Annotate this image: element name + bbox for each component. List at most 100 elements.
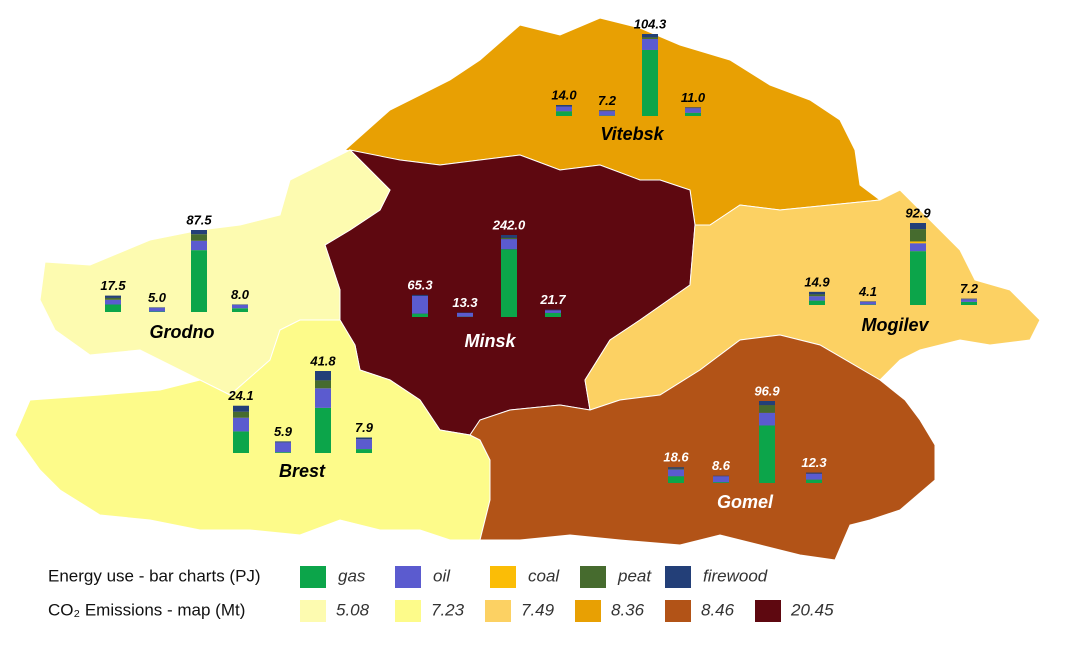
bar-segment xyxy=(356,439,372,450)
legend-swatch xyxy=(755,600,781,622)
legend-swatch xyxy=(665,600,691,622)
legend-swatch xyxy=(300,600,326,622)
bar-segment xyxy=(457,312,473,317)
value-label: 14.0 xyxy=(551,87,577,102)
bar-segment xyxy=(105,295,121,298)
value-label: 96.9 xyxy=(754,383,780,398)
value-label: 12.3 xyxy=(801,455,827,470)
bar-segment xyxy=(961,301,977,305)
value-label: 92.9 xyxy=(905,205,931,220)
bar-segment xyxy=(545,312,561,317)
legend-swatch xyxy=(665,566,691,588)
value-label: 4.1 xyxy=(858,284,877,299)
bar-segment xyxy=(191,250,207,312)
legend-swatch xyxy=(300,566,326,588)
bar-segment xyxy=(233,405,249,412)
value-label: 11.0 xyxy=(681,90,706,105)
bar-segment xyxy=(191,240,207,251)
bar-segment xyxy=(910,223,926,230)
bar-segment xyxy=(759,412,775,426)
legend-label: gas xyxy=(338,566,366,585)
value-label: 242.0 xyxy=(492,217,526,232)
bar-segment xyxy=(501,239,517,250)
bar-segment xyxy=(315,380,331,389)
bar-segment xyxy=(105,297,121,300)
bar-segment xyxy=(961,298,977,300)
bar-segment xyxy=(233,417,249,432)
legend-label: coal xyxy=(528,566,560,585)
legend-swatch xyxy=(395,600,421,622)
bar-segment xyxy=(642,49,658,116)
bar-segment xyxy=(668,476,684,483)
bar-segment xyxy=(860,301,876,302)
bar-segment xyxy=(806,472,822,474)
bar-segment xyxy=(759,405,775,413)
bar-segment xyxy=(556,106,572,112)
bar-segment xyxy=(685,107,701,109)
legend-swatch xyxy=(485,600,511,622)
bar-segment xyxy=(713,475,729,477)
value-label: 7.2 xyxy=(960,281,979,296)
region-name: Vitebsk xyxy=(600,124,664,144)
value-label: 104.3 xyxy=(634,16,667,31)
bar-segment xyxy=(713,482,729,483)
bar-segment xyxy=(806,479,822,483)
value-label: 8.6 xyxy=(712,458,731,473)
value-label: 24.1 xyxy=(227,388,253,403)
value-label: 7.9 xyxy=(355,420,374,435)
regions xyxy=(14,17,1041,561)
bar-segment xyxy=(191,230,207,235)
bar-segment xyxy=(713,476,729,483)
legend-label: 20.45 xyxy=(790,600,834,619)
overlay: 14.0 7.2 104.3 11.0 Vitebsk 65.3 13.3 242.0 21.7… xyxy=(100,16,978,511)
value-label: 17.5 xyxy=(100,278,126,293)
bar-segment xyxy=(501,249,517,317)
bar-segment xyxy=(668,468,684,470)
bar-segment xyxy=(809,300,825,305)
bar-segment xyxy=(809,291,825,295)
bar-segment xyxy=(642,34,658,38)
bar-segment xyxy=(809,294,825,297)
bar-segment xyxy=(556,104,572,107)
value-label: 13.3 xyxy=(452,295,478,310)
legend-swatch xyxy=(575,600,601,622)
bar-segment xyxy=(232,308,248,312)
region-name: Grodno xyxy=(150,322,215,342)
bar-segment xyxy=(315,371,331,381)
bar-segment xyxy=(910,243,926,252)
bar-segment xyxy=(685,108,701,113)
bar-segment xyxy=(412,294,428,296)
value-label: 65.3 xyxy=(407,277,433,292)
value-label: 18.6 xyxy=(663,450,689,465)
legend-label: 5.08 xyxy=(336,600,370,619)
energy-legend-title: Energy use - bar charts (PJ) xyxy=(48,566,261,585)
legend-swatch xyxy=(580,566,606,588)
bar-segment xyxy=(545,309,561,311)
value-label: 8.0 xyxy=(231,287,250,302)
bar-segment xyxy=(501,235,517,238)
bar-segment xyxy=(642,38,658,50)
bar-segment xyxy=(759,425,775,483)
region-name: Brest xyxy=(279,461,326,481)
bar-segment xyxy=(275,442,291,453)
bar-segment xyxy=(233,411,249,418)
legend-label: 7.23 xyxy=(431,600,465,619)
region-name: Mogilev xyxy=(861,315,929,335)
bar-segment xyxy=(860,301,876,305)
bar-segment xyxy=(961,299,977,302)
bar-segment xyxy=(412,313,428,317)
bar-segment xyxy=(356,437,372,440)
region-name: Minsk xyxy=(464,331,516,351)
bar-segment xyxy=(685,112,701,116)
bar-segment xyxy=(910,251,926,305)
bar-segment xyxy=(910,241,926,244)
bar-segment xyxy=(105,299,121,305)
bar-segment xyxy=(809,296,825,301)
value-label: 7.2 xyxy=(598,93,617,108)
legend-label: peat xyxy=(617,566,652,585)
bar-segment xyxy=(315,388,331,408)
bar-segment xyxy=(233,431,249,453)
value-label: 5.9 xyxy=(274,424,293,439)
legend-label: 8.36 xyxy=(611,600,645,619)
